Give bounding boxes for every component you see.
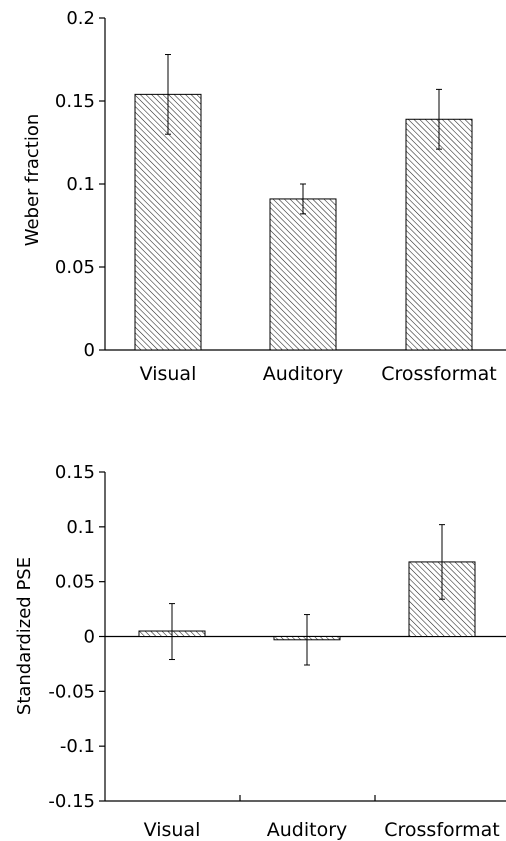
bottom-y-tick-label: 0: [84, 627, 95, 648]
bottom-category-label: Visual: [144, 819, 201, 841]
top-y-tick-label: 0.1: [66, 174, 95, 195]
bottom-y-tick-label: -0.1: [60, 736, 95, 757]
top-y-tick-label: 0: [84, 340, 95, 361]
weber-fraction-chart: 0 0.05 0.1 0.15 0.2 Visual Auditory Crossformat…: [22, 8, 506, 385]
bottom-y-tick-label: -0.05: [48, 681, 95, 702]
top-y-axis-title: Weber fraction: [22, 114, 43, 247]
top-bar-crossformat: [405, 118, 473, 351]
bottom-category-label: Crossformat: [384, 819, 499, 841]
top-bar-visual: [134, 93, 202, 351]
top-y-tick-label: 0.15: [55, 91, 95, 112]
top-y-tick-label: 0.2: [66, 8, 95, 29]
bottom-y-tick-label: 0.1: [66, 517, 95, 538]
bottom-y-tick-label: 0.15: [55, 462, 95, 483]
top-bar-auditory: [269, 198, 337, 351]
bottom-y-axis-title: Standardized PSE: [14, 557, 35, 715]
top-category-label: Crossformat: [381, 363, 496, 385]
bottom-category-label: Auditory: [267, 819, 348, 841]
top-category-label: Auditory: [263, 363, 344, 385]
top-y-tick-label: 0.05: [55, 257, 95, 278]
bottom-y-tick-label: -0.15: [48, 791, 95, 812]
top-category-label: Visual: [140, 363, 197, 385]
standardized-pse-chart: -0.15 -0.1 -0.05 0 0.05 0.1 0.15 Visual Auditory…: [14, 462, 506, 841]
bottom-y-tick-label: 0.05: [55, 572, 95, 593]
